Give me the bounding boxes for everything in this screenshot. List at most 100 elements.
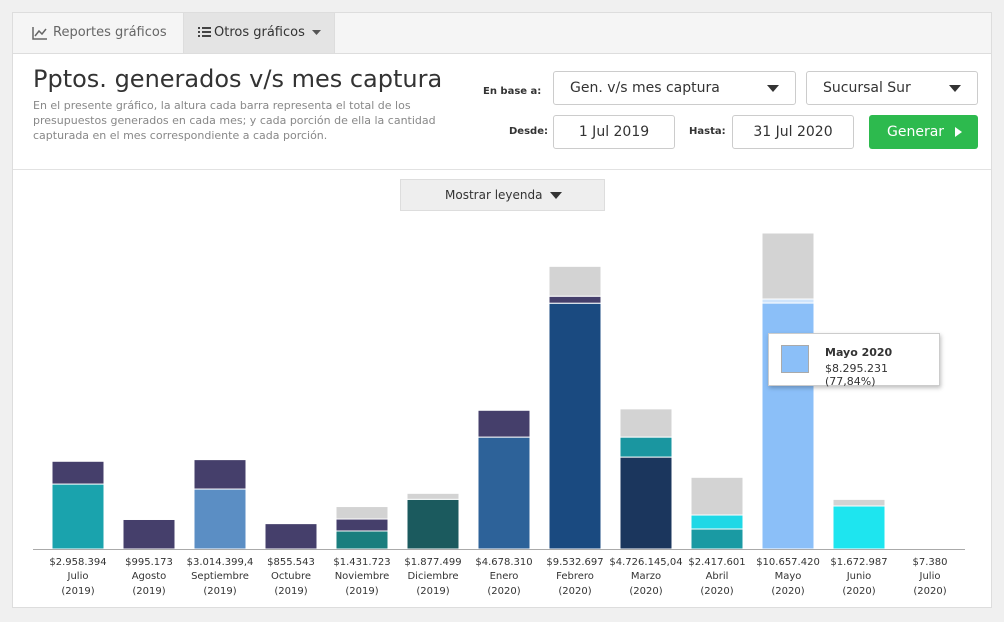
play-icon [955, 127, 962, 137]
bar-segment [548, 302, 602, 550]
total-label: $2.417.601 [688, 557, 745, 568]
x-tick-label: (2020) [913, 586, 946, 597]
tab-label: Otros gráficos [214, 25, 305, 40]
x-tick-label: (2019) [274, 586, 307, 597]
bar-stack [264, 523, 318, 550]
label: Desde: [509, 126, 548, 137]
total-label: $4.678.310 [475, 557, 532, 568]
bar-segment [122, 518, 176, 550]
total-label: $10.657.420 [756, 557, 820, 568]
x-tick-label: Abril [706, 571, 729, 582]
bar-segment [193, 488, 247, 550]
button-label: Mostrar leyenda [445, 188, 543, 202]
select[interactable]: Gen. v/s mes captura [553, 71, 796, 105]
x-tick-label: Febrero [556, 571, 594, 582]
bar-segment [264, 523, 318, 550]
total-label: $1.877.499 [404, 557, 461, 568]
caret [312, 30, 321, 35]
button-label: Generar [887, 124, 945, 140]
bar-stack [619, 408, 673, 550]
x-tick-label: Noviembre [335, 571, 390, 582]
bar-segment [619, 408, 673, 438]
tooltip-title: Mayo 2020 [825, 346, 893, 359]
tooltip-swatch [781, 345, 809, 373]
divider [13, 169, 991, 170]
x-tick-label: (2020) [771, 586, 804, 597]
x-tick-label: Octubre [271, 571, 311, 582]
bar-segment [477, 436, 531, 550]
total-label: $1.672.987 [830, 557, 887, 568]
tab[interactable]: Reportes gráficos [13, 13, 183, 53]
x-tick-label: (2020) [842, 586, 875, 597]
caret [767, 85, 779, 92]
total-label: $2.958.394 [49, 557, 106, 568]
x-tick-label: Marzo [631, 571, 661, 582]
total-label: $9.532.697 [546, 557, 603, 568]
bar-stack [548, 265, 602, 550]
date-input[interactable]: 1 Jul 2019 [553, 115, 675, 149]
select[interactable]: Sucursal Sur [806, 71, 978, 105]
bar-stack [477, 409, 531, 550]
x-tick-label: Diciembre [407, 571, 458, 582]
bar-segment [690, 476, 744, 516]
bar-segment [619, 456, 673, 550]
x-tick-label: Enero [490, 571, 519, 582]
bar-stack [122, 518, 176, 550]
date-input[interactable]: 31 Jul 2020 [732, 115, 854, 149]
x-tick-label: (2019) [203, 586, 236, 597]
total-label: $855.543 [267, 557, 315, 568]
x-tick-label: (2019) [345, 586, 378, 597]
tooltip-text: $8.295.231 (77,84%) [825, 362, 888, 388]
x-tick-label: Septiembre [191, 571, 249, 582]
bar-segment [548, 265, 602, 297]
description: En el presente gráfico, la altura cada b… [33, 99, 436, 142]
tooltip: Mayo 2020 $8.295.231 (77,84%) [768, 333, 940, 388]
bar-segment [548, 295, 602, 304]
total-label: $1.431.723 [333, 557, 390, 568]
x-tick-label: (2019) [132, 586, 165, 597]
bar-segment [335, 518, 389, 532]
select-value: Sucursal Sur [823, 80, 911, 96]
label: Hasta: [689, 126, 726, 137]
total-label: $995.173 [125, 557, 173, 568]
bar-segment [335, 506, 389, 520]
x-tick-label: (2020) [629, 586, 662, 597]
bar-stack [335, 506, 389, 550]
x-tick-label: (2020) [558, 586, 591, 597]
x-tick-label: Agosto [132, 571, 167, 582]
x-tick-label: (2019) [61, 586, 94, 597]
caret [949, 85, 961, 92]
generate-button[interactable]: Generar [869, 115, 978, 149]
x-tick-label: Mayo [775, 571, 802, 582]
total-label: $3.014.399,4 [187, 557, 254, 568]
bar-segment [406, 498, 460, 550]
tab-bar: Reportes gráficos Otros gráficos [13, 13, 991, 54]
legend-toggle[interactable]: Mostrar leyenda [400, 179, 605, 211]
bar-stack [761, 232, 815, 550]
bar-segment [761, 232, 815, 300]
bar-stack [406, 492, 460, 550]
bar-segment [690, 514, 744, 530]
bar-segment [51, 460, 105, 485]
chart-icon [32, 27, 47, 40]
bar-segment [477, 409, 531, 438]
x-tick-label: (2020) [700, 586, 733, 597]
label: En base a: [483, 86, 542, 97]
caret [550, 192, 562, 199]
x-tick-label: Junio [846, 571, 872, 582]
bar-stack [51, 460, 105, 550]
bar-segment [832, 505, 886, 550]
tab-label: Reportes gráficos [53, 25, 167, 40]
x-tick-label: (2020) [487, 586, 520, 597]
total-label: $4.726.145,04 [609, 557, 682, 568]
bar-stack [690, 476, 744, 550]
bar-segment [193, 459, 247, 490]
total-label: $7.380 [913, 557, 948, 568]
bar-stack [832, 498, 886, 550]
bar-segment [51, 483, 105, 550]
tab[interactable]: Otros gráficos [183, 13, 335, 53]
bar-segment [761, 298, 815, 304]
bar-segment [832, 498, 886, 507]
